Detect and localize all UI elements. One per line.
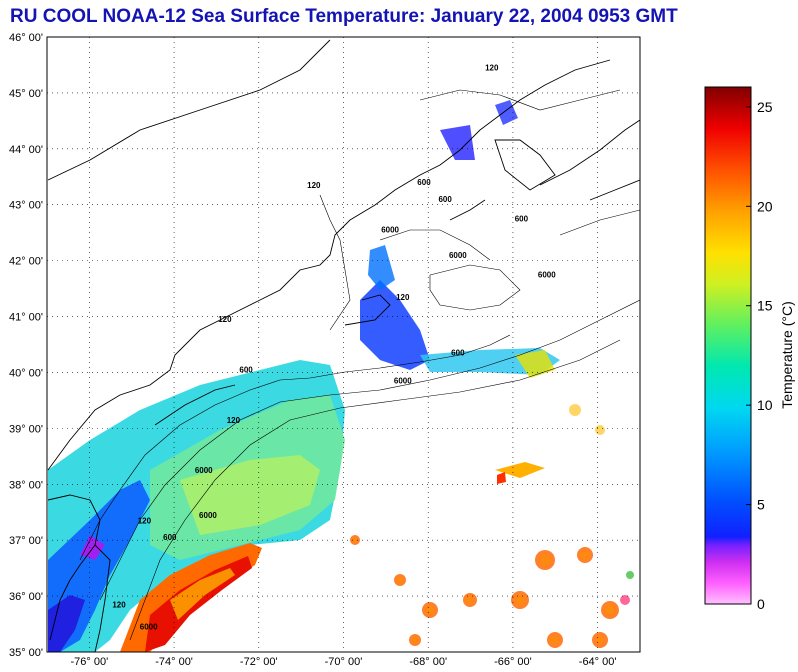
isobath-label: 600 (239, 365, 253, 374)
colorbar-tick-label: 10 (757, 397, 773, 413)
colorbar-tick-label: 15 (757, 298, 773, 314)
longitude-label: -64° 00' (579, 656, 617, 668)
colorbar-gradient (704, 86, 752, 605)
colorbar-ticks: 0 5 10 15 20 25 (746, 99, 773, 612)
sst-imagery (48, 100, 634, 652)
isobath-label: 6000 (140, 623, 158, 632)
isobath-label: 6000 (199, 511, 217, 520)
latitude-label: 41° 00' (9, 312, 43, 324)
longitude-label: -68° 00' (409, 656, 447, 668)
isobath-label: 600 (451, 349, 465, 358)
latitude-label: 42° 00' (9, 256, 43, 268)
latitude-label: 45° 00' (9, 88, 43, 100)
map-title: RU COOL NOAA-12 Sea Surface Temperature:… (10, 6, 678, 27)
isobath-label: 120 (307, 181, 321, 190)
longitude-label: -70° 00' (325, 656, 363, 668)
longitude-label: -66° 00' (494, 656, 532, 668)
isobath-label: 600 (417, 178, 431, 187)
isobath-label: 6000 (394, 377, 412, 386)
latitude-label: 37° 00' (9, 535, 43, 547)
colorbar-tick-label: 5 (757, 497, 765, 513)
colorbar: 0 5 10 15 20 25 Temperature (°C) (704, 86, 795, 612)
longitude-label: -76° 00' (71, 656, 109, 668)
isobath-label: 120 (112, 600, 126, 609)
isobath-label: 600 (515, 215, 529, 224)
latitude-labels: 35° 00' 36° 00' 37° 00' 38° 00' 39° 00' 40° 0… (9, 32, 43, 659)
latitude-label: 40° 00' (9, 367, 43, 379)
contour-labels: 120 600 6000 600 600 6000 6000 120 600 6000 120 600… (112, 64, 556, 632)
isobath-label: 6000 (381, 226, 399, 235)
longitude-label: -74° 00' (155, 656, 193, 668)
colorbar-tick-label: 0 (757, 596, 765, 612)
coastline (47, 39, 641, 653)
isobath-label: 6000 (195, 466, 213, 475)
latitude-label: 43° 00' (9, 200, 43, 212)
isobath-label: 120 (218, 315, 232, 324)
isobath-label: 120 (227, 416, 241, 425)
latitude-label: 35° 00' (9, 647, 43, 659)
isobath-label: 6000 (449, 251, 467, 260)
colorbar-tick-label: 20 (757, 198, 773, 214)
isobath-label: 6000 (538, 270, 556, 279)
isobath-label: 600 (163, 533, 177, 542)
longitude-label: -72° 00' (240, 656, 278, 668)
isobath-label: 600 (438, 195, 452, 204)
latitude-label: 46° 00' (9, 32, 43, 44)
isobaths (79, 89, 641, 641)
latitude-label: 44° 00' (9, 144, 43, 156)
map-panel: 120 600 6000 600 600 6000 6000 120 600 6000 120 600… (46, 36, 641, 653)
map-border (46, 36, 641, 653)
latitude-label: 38° 00' (9, 479, 43, 491)
latitude-label: 36° 00' (9, 591, 43, 603)
colorbar-tick-label: 25 (757, 99, 773, 115)
isobath-label: 120 (138, 516, 152, 525)
longitude-labels: -76° 00' -74° 00' -72° 00' -70° 00' -68° 00'… (71, 656, 617, 668)
colorbar-label: Temperature (°C) (779, 301, 795, 409)
isobath-label: 120 (485, 64, 499, 73)
latitude-label: 39° 00' (9, 423, 43, 435)
isobath-label: 120 (396, 293, 410, 302)
